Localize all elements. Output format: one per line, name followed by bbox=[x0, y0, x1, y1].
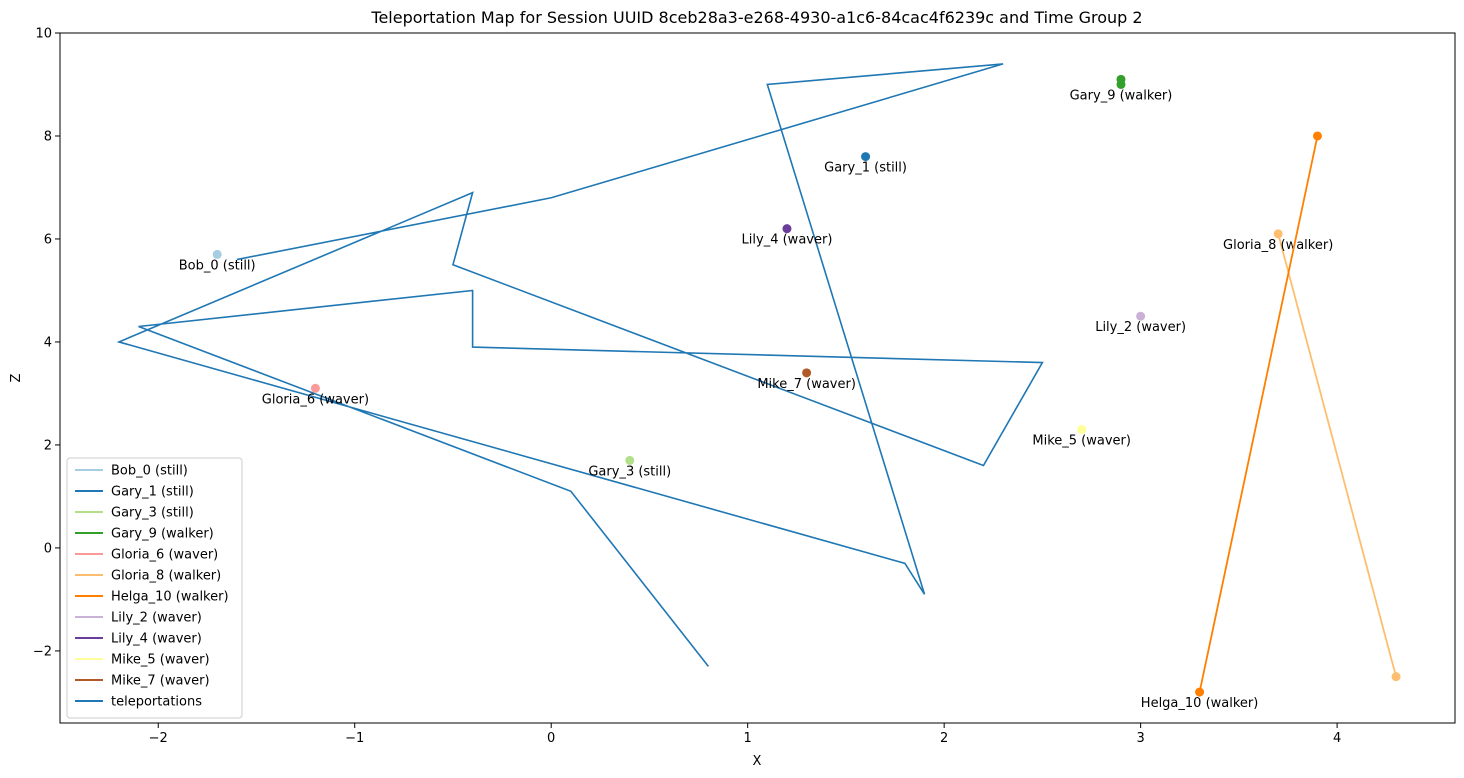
gary-3-label: Gary_3 (still) bbox=[588, 464, 671, 479]
bob-0-point bbox=[212, 249, 222, 259]
legend-entry: Helga_10 (walker) bbox=[111, 590, 229, 605]
y-tick-label: 0 bbox=[44, 541, 52, 556]
y-axis-ticks: −2 0 2 4 6 8 10 bbox=[33, 27, 60, 659]
y-tick-label: 4 bbox=[44, 335, 52, 350]
legend-box bbox=[66, 457, 243, 719]
gloria-8-point bbox=[1273, 229, 1283, 239]
legend-entry: Lily_2 (waver) bbox=[111, 611, 202, 626]
bob-0-label: Bob_0 (still) bbox=[179, 258, 256, 273]
x-tick-label: 0 bbox=[547, 731, 555, 746]
y-tick-label: 10 bbox=[35, 27, 52, 42]
x-tick-label: 1 bbox=[744, 731, 752, 746]
x-tick-label: −2 bbox=[149, 731, 168, 746]
gary-1-point bbox=[861, 152, 871, 162]
x-tick-label: 3 bbox=[1136, 731, 1144, 746]
legend-entry: Lily_4 (waver) bbox=[111, 632, 202, 647]
legend: Bob_0 (still) Gary_1 (still) Gary_3 (still… bbox=[66, 457, 243, 719]
gloria-8-point bbox=[1391, 672, 1401, 682]
gloria-8-label: Gloria_8 (walker) bbox=[1223, 238, 1333, 253]
legend-entry: Gary_9 (walker) bbox=[111, 527, 214, 542]
y-tick-label: −2 bbox=[33, 644, 52, 659]
mike-5-point bbox=[1077, 424, 1087, 434]
lily-2-point bbox=[1136, 311, 1146, 321]
legend-entry: Gary_3 (still) bbox=[111, 506, 194, 521]
legend-entry: Gloria_6 (waver) bbox=[111, 548, 218, 563]
gary-9-point bbox=[1116, 79, 1126, 89]
mike-7-point bbox=[802, 368, 812, 378]
x-tick-label: −1 bbox=[345, 731, 364, 746]
plot-area: Bob_0 (still) Gary_1 (still) Gary_3 (still… bbox=[116, 63, 1401, 711]
gloria-8-line bbox=[1277, 233, 1397, 677]
legend-entry: Gloria_8 (walker) bbox=[111, 569, 221, 584]
helga-10-label: Helga_10 (walker) bbox=[1141, 696, 1259, 711]
gloria-6-point bbox=[310, 383, 320, 393]
gary-1-label: Gary_1 (still) bbox=[824, 161, 907, 176]
mike-7-label: Mike_7 (waver) bbox=[757, 377, 856, 392]
helga-10-point bbox=[1195, 687, 1205, 697]
y-tick-label: 2 bbox=[44, 438, 52, 453]
legend-entry: teleportations bbox=[111, 695, 202, 710]
mike-5-label: Mike_5 (waver) bbox=[1032, 433, 1131, 448]
legend-entry: Gary_1 (still) bbox=[111, 485, 194, 500]
helga-10-line bbox=[1198, 135, 1319, 693]
x-tick-label: 4 bbox=[1333, 731, 1341, 746]
plot-frame bbox=[59, 32, 1456, 724]
gary-3-point bbox=[625, 455, 635, 465]
legend-entry: Mike_5 (waver) bbox=[111, 653, 210, 668]
x-axis-label: X bbox=[753, 754, 762, 769]
legend-entry: Bob_0 (still) bbox=[111, 464, 188, 479]
lily-4-label: Lily_4 (waver) bbox=[742, 233, 833, 248]
lily-4-point bbox=[782, 224, 792, 234]
gloria-6-label: Gloria_6 (waver) bbox=[262, 392, 369, 407]
lily-2-label: Lily_2 (waver) bbox=[1095, 320, 1186, 335]
gary-9-label: Gary_9 (walker) bbox=[1070, 88, 1173, 103]
y-tick-label: 6 bbox=[44, 232, 52, 247]
chart-title: Teleportation Map for Session UUID 8ceb2… bbox=[370, 8, 1142, 27]
helga-10-point bbox=[1312, 131, 1322, 141]
x-tick-label: 2 bbox=[940, 731, 948, 746]
y-axis-label: Z bbox=[9, 373, 24, 382]
x-axis-ticks: −2 −1 0 1 2 3 4 bbox=[149, 723, 1341, 746]
teleportations-line bbox=[116, 63, 1044, 667]
legend-entry: Mike_7 (waver) bbox=[111, 674, 210, 689]
y-tick-label: 8 bbox=[44, 129, 52, 144]
